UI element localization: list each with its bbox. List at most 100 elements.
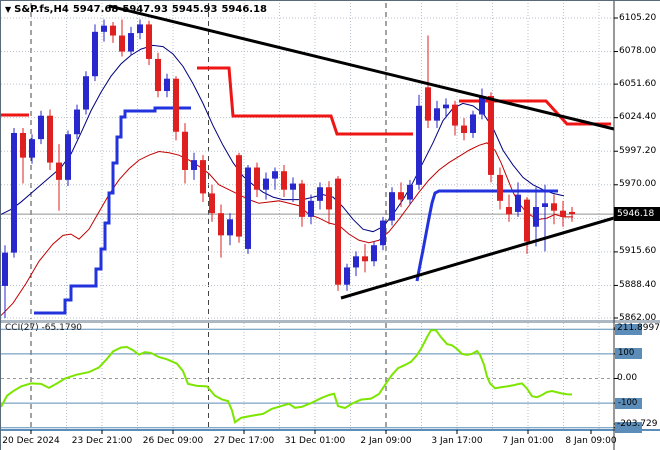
candle-body — [407, 184, 413, 200]
support-step-line — [415, 189, 558, 282]
time-axis-label: 31 Dec 01:00 — [284, 436, 346, 446]
time-axis-label: 2 Jan 09:00 — [360, 436, 412, 446]
time-axis-label: 23 Dec 21:00 — [71, 436, 133, 446]
quote-close: 5946.18 — [221, 4, 267, 15]
candle-body — [434, 108, 440, 121]
candle-body — [92, 31, 98, 77]
candle-body — [353, 256, 359, 268]
candle-body — [11, 132, 17, 253]
candle-body — [65, 134, 71, 180]
candle-body — [344, 267, 350, 285]
chart-header: ▼ S&P.fs,H4 5947.68 5947.93 5945.93 5946.18 — [5, 4, 271, 15]
cci-level-label — [615, 422, 642, 434]
candle-body — [461, 125, 467, 133]
candle-body — [119, 35, 125, 52]
candle-body — [335, 178, 341, 285]
candle-body — [227, 219, 233, 236]
candle-body — [362, 256, 368, 262]
candle-body — [128, 33, 134, 52]
candle-body — [281, 171, 287, 190]
candle-body — [389, 192, 395, 221]
candle-body — [524, 199, 530, 242]
candle-body — [74, 109, 80, 135]
candle-body — [569, 211, 575, 215]
candle-body — [191, 160, 197, 170]
candle-body — [515, 194, 521, 212]
candle-body — [209, 193, 215, 214]
time-axis-label: 26 Dec 09:00 — [142, 436, 204, 446]
candle-body — [317, 187, 323, 201]
candle-body — [38, 115, 44, 140]
current-price-value: 5946.18 — [617, 209, 655, 219]
candle-body — [47, 115, 53, 163]
candle-body — [488, 95, 494, 175]
candle-body — [371, 245, 377, 262]
candle-body — [146, 24, 152, 59]
candle-body — [506, 206, 512, 215]
candle-body — [164, 78, 170, 92]
candle-body — [416, 105, 422, 185]
candle-body — [425, 87, 431, 121]
candle-body — [29, 139, 35, 158]
candle-body — [101, 25, 107, 32]
candle-body — [263, 178, 269, 190]
quote-low: 5945.93 — [171, 4, 218, 15]
candle-body — [560, 210, 566, 217]
cci-level-label: 100 — [615, 348, 642, 360]
candle-body — [551, 203, 557, 211]
price-axis-label: 5997.20 — [619, 145, 657, 156]
candle-body — [443, 104, 449, 109]
candle-body — [182, 131, 188, 170]
candle-body — [254, 167, 260, 190]
candle-body — [470, 114, 476, 133]
symbol-dropdown-icon[interactable]: ▼ — [5, 5, 12, 14]
candle-body — [2, 252, 8, 286]
cci-axis-label: -203.729 — [617, 418, 658, 429]
candle-body — [398, 192, 404, 200]
time-axis-label: 20 Dec 2024 — [2, 436, 60, 446]
candle-body — [380, 220, 386, 246]
price-axis-label: 5915.60 — [619, 246, 657, 257]
current-price-label: 5946.18 — [614, 207, 660, 221]
trendline — [108, 4, 615, 131]
cci-line — [1, 329, 573, 424]
candle-body — [290, 183, 296, 190]
ma-line-slow — [1, 142, 573, 316]
candle-body — [308, 200, 314, 217]
cci-level-label — [615, 323, 642, 335]
time-axis-label: 27 Dec 17:00 — [213, 436, 275, 446]
candle-body — [542, 203, 548, 207]
trendline — [340, 216, 615, 300]
cci-indicator-label: CCI(27) -65.1790 — [5, 323, 83, 333]
time-axis-label: 8 Jan 09:00 — [565, 436, 617, 446]
cci-axis-label: 0.00 — [617, 373, 638, 383]
symbol-timeframe: S&P.fs,H4 — [14, 4, 69, 15]
support-step-line — [34, 106, 191, 315]
price-axis-label: 5970.00 — [619, 179, 657, 190]
candle-body — [110, 25, 116, 36]
candle-body — [155, 58, 161, 92]
price-axis-label: 5862.00 — [619, 312, 657, 323]
candle-body — [533, 206, 539, 227]
resistance-step-line — [197, 66, 413, 136]
candle-body — [200, 160, 206, 194]
candle-body — [497, 174, 503, 201]
candle-body — [245, 167, 251, 249]
candle-body — [218, 213, 224, 236]
candle-body — [299, 183, 305, 217]
candle-body — [452, 104, 458, 126]
price-axis-label: 6051.60 — [619, 78, 657, 89]
panel-separator — [1, 320, 660, 323]
cci-axis-label: 211.8997 — [617, 322, 660, 333]
price-axis-label: 6105.20 — [619, 12, 657, 23]
candle-body — [137, 24, 143, 34]
quote-high: 5947.93 — [122, 4, 168, 15]
price-axis-label: 6078.00 — [619, 46, 657, 57]
candle-body — [20, 132, 26, 158]
candle-body — [236, 155, 242, 237]
candle-body — [173, 78, 179, 132]
quote-open: 5947.68 — [72, 4, 119, 15]
price-axis-label: 6024.40 — [619, 112, 657, 123]
